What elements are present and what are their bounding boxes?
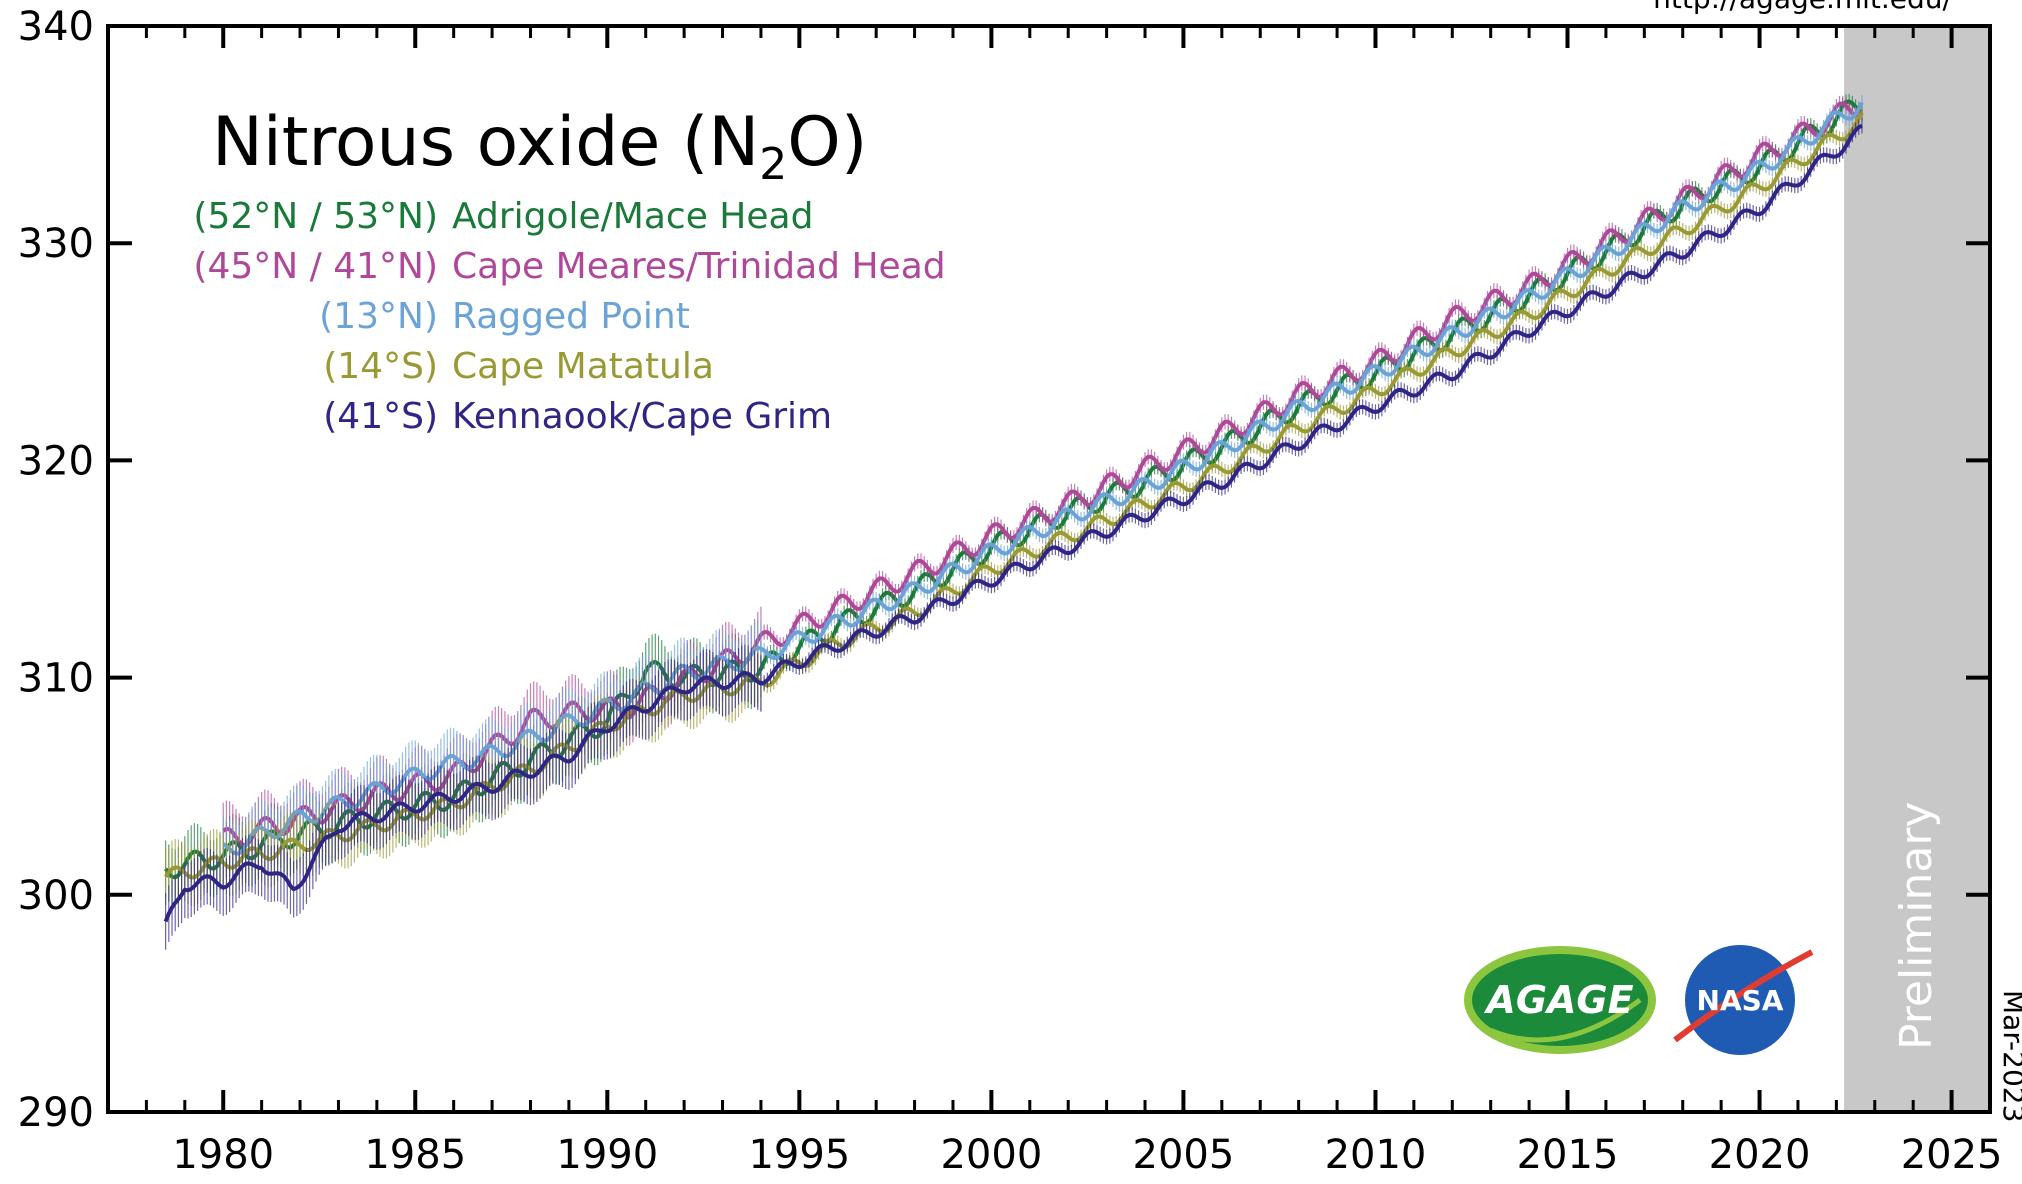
legend-entry: Cape Matatula	[452, 346, 714, 387]
series-line	[163, 124, 1863, 923]
x-tick-label: 2005	[1133, 1132, 1235, 1178]
legend-entry: Ragged Point	[452, 296, 690, 337]
legend-latitude: (13°N)	[319, 296, 438, 337]
nasa-logo: NASA	[1673, 945, 1814, 1055]
svg-text:NASA: NASA	[1697, 984, 1784, 1017]
preliminary-label: Preliminary	[1891, 802, 1942, 1050]
title-subscript: 2	[759, 139, 787, 190]
legend: (52°N / 53°N) Adrigole/Mace Head (45°N / 4…	[193, 196, 945, 437]
x-tick-label: 2010	[1325, 1132, 1427, 1178]
chart-title: Nitrous oxide (N2O)	[212, 103, 867, 190]
x-tick-label: 1995	[748, 1132, 850, 1178]
x-tick-label: 1990	[556, 1132, 658, 1178]
x-tick-label: 2025	[1901, 1132, 2003, 1178]
legend-entry: Kennaook/Cape Grim	[452, 396, 832, 437]
legend-entry: Adrigole/Mace Head	[452, 196, 813, 237]
preliminary-region	[1844, 26, 1990, 1112]
legend-latitude: (52°N / 53°N)	[193, 196, 438, 237]
y-tick-label: 340	[18, 4, 94, 50]
legend-latitude: (14°S)	[323, 346, 438, 387]
axis-group: 1980 1985 1990 1995 2000 2005 2010 2015 2020 2025…	[18, 4, 2003, 1178]
legend-latitude: (45°N / 41°N)	[193, 246, 438, 287]
legend-latitude: (41°S)	[323, 396, 438, 437]
y-tick-label: 330	[18, 221, 94, 267]
y-tick-label: 310	[18, 656, 94, 702]
x-tick-label: 1985	[364, 1132, 466, 1178]
svg-text:AGAGE: AGAGE	[1483, 978, 1633, 1022]
legend-entry: Cape Meares/Trinidad Head	[452, 246, 946, 287]
x-tick-label: 2000	[940, 1132, 1042, 1178]
source-url: http://agage.mit.edu/	[1653, 0, 1952, 15]
series-group	[163, 93, 1864, 950]
series-line	[222, 101, 1864, 847]
x-tick-label: 2015	[1517, 1132, 1619, 1178]
y-tick-label: 300	[18, 873, 94, 919]
plot-frame	[106, 24, 1992, 1114]
series-kennaook-cape-grim	[163, 118, 1863, 950]
agage-logo: AGAGE	[1464, 946, 1656, 1054]
y-tick-label: 320	[18, 438, 94, 484]
x-tick-label: 2020	[1709, 1132, 1811, 1178]
series-line	[222, 101, 1864, 856]
date-stamp: Mar-2023	[1997, 990, 2022, 1122]
y-tick-label: 290	[18, 1090, 94, 1136]
x-tick-label: 1980	[172, 1132, 274, 1178]
